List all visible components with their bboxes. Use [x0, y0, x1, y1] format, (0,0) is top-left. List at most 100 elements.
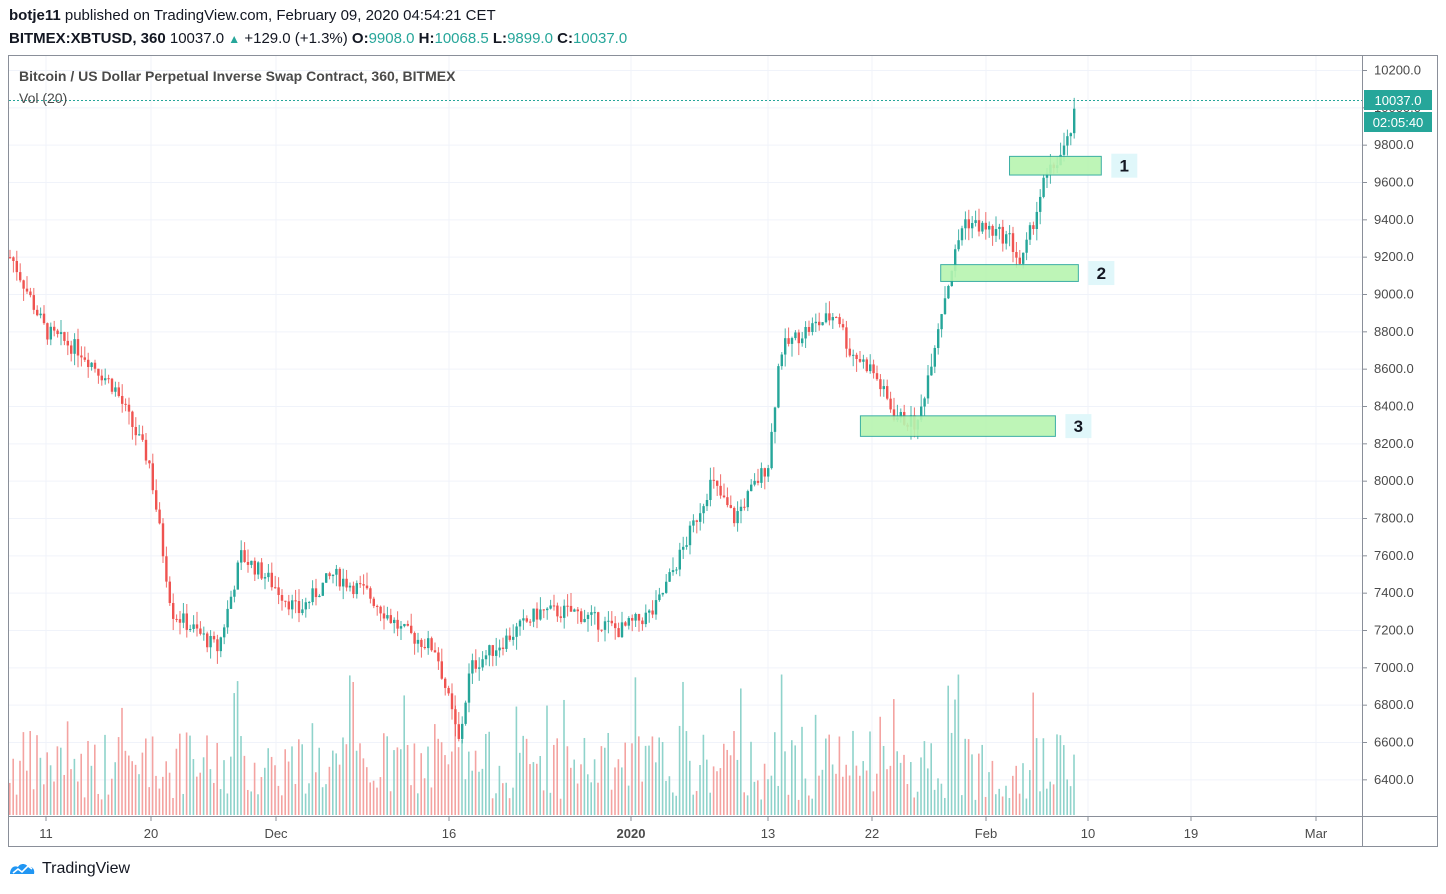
- volume-bar: [729, 755, 732, 815]
- high-value: 10068.5: [434, 30, 489, 47]
- candle-body: [372, 598, 375, 606]
- y-tick-label: 9800.0: [1374, 137, 1414, 152]
- volume-bar: [60, 747, 62, 815]
- candle-body: [345, 578, 348, 588]
- candle-body: [644, 612, 647, 625]
- volume-bar: [668, 776, 671, 815]
- candle-body: [535, 608, 539, 620]
- volume-label[interactable]: Vol (20): [19, 90, 68, 106]
- volume-bar: [576, 783, 579, 815]
- volume-bar: [950, 732, 953, 815]
- candle-body: [396, 619, 399, 629]
- volume-bar: [794, 745, 796, 815]
- author-name[interactable]: botje11: [9, 7, 61, 24]
- volume-bar: [83, 797, 86, 815]
- candle-body: [981, 222, 984, 232]
- volume-bar: [600, 746, 603, 815]
- volume-bar: [648, 745, 650, 815]
- volume-bar: [451, 751, 453, 815]
- candle-body: [994, 229, 998, 236]
- candle-body: [403, 623, 406, 627]
- volume-bar: [134, 764, 137, 815]
- support-zone-1: [1009, 155, 1102, 176]
- volume-bar: [913, 797, 915, 815]
- volume-bar: [736, 759, 739, 815]
- candle-body: [920, 406, 923, 420]
- volume-bar: [515, 706, 518, 815]
- volume-bar: [644, 745, 647, 815]
- volume-bar: [984, 796, 987, 815]
- volume-bar: [15, 794, 18, 815]
- zone-label-1: 1: [1120, 157, 1129, 176]
- volume-bar: [464, 779, 467, 815]
- high-label: H:: [418, 30, 435, 47]
- volume-bar: [376, 787, 378, 815]
- volume-bar: [461, 739, 463, 815]
- candle-body: [287, 601, 290, 610]
- y-tick-label: 8800.0: [1374, 324, 1414, 339]
- candle-body: [498, 647, 501, 651]
- volume-bar: [624, 742, 626, 815]
- last-price-tag-text: 10037.0: [1375, 93, 1422, 108]
- volume-bar: [546, 705, 548, 815]
- candle-body: [790, 338, 794, 344]
- volume-bar: [349, 675, 351, 815]
- volume-bar: [321, 787, 324, 815]
- candle-body: [804, 326, 807, 339]
- candle-body: [933, 347, 936, 367]
- candle-body: [1025, 239, 1028, 253]
- volume-bar: [848, 775, 851, 815]
- volume-bar: [1049, 781, 1051, 815]
- candle-body: [841, 324, 845, 328]
- candle-body: [1062, 145, 1066, 155]
- volume-bar: [151, 736, 154, 815]
- volume-bar: [838, 736, 841, 815]
- candle-body: [1022, 252, 1025, 264]
- ohlc-line: BITMEX:XBTUSD, 360 10037.0 ▲ +129.0 (+1.…: [9, 30, 627, 47]
- volume-bar: [104, 734, 106, 815]
- volume-bar: [770, 775, 773, 815]
- close-label: C:: [557, 30, 573, 47]
- y-tick-label: 8000.0: [1374, 473, 1414, 488]
- volume-bar: [1052, 784, 1055, 815]
- candle-body: [988, 225, 991, 230]
- support-zone-2: [940, 264, 1079, 282]
- candle-body: [600, 629, 603, 631]
- candle-body: [943, 298, 947, 315]
- candle-body: [702, 506, 705, 514]
- y-tick-label: 7200.0: [1374, 623, 1414, 638]
- volume-bar: [63, 774, 65, 815]
- volume-bar: [406, 744, 409, 815]
- volume-bar: [886, 769, 888, 815]
- candle-body: [284, 600, 287, 602]
- volume-bar: [410, 785, 412, 815]
- candle-body: [960, 228, 964, 241]
- volume-bar: [80, 753, 82, 815]
- candle-body: [753, 480, 756, 485]
- volume-bar: [491, 798, 494, 815]
- candle-body: [209, 635, 212, 648]
- candle-body: [889, 398, 892, 410]
- volume-bar: [226, 793, 229, 815]
- candle-body: [665, 581, 668, 593]
- candle-body: [763, 468, 766, 477]
- volume-bar: [1001, 796, 1004, 815]
- tradingview-logo-icon: [10, 864, 35, 874]
- candle-body: [444, 678, 447, 688]
- volume-bar: [29, 731, 31, 815]
- candle-body: [318, 595, 321, 598]
- countdown-tag-text: 02:05:40: [1373, 115, 1424, 130]
- candle-body: [957, 240, 960, 250]
- candle-body: [648, 610, 651, 613]
- volume-bar: [842, 776, 844, 815]
- x-tick-label: 19: [1184, 826, 1198, 841]
- candle-body: [828, 313, 831, 321]
- volume-bar: [87, 740, 89, 815]
- volume-bar: [692, 794, 694, 815]
- volume-bar: [281, 795, 283, 815]
- volume-bar: [627, 785, 630, 815]
- volume-bar: [604, 747, 606, 815]
- footer-brand[interactable]: TradingView: [8, 860, 130, 878]
- candle-body: [1032, 225, 1035, 229]
